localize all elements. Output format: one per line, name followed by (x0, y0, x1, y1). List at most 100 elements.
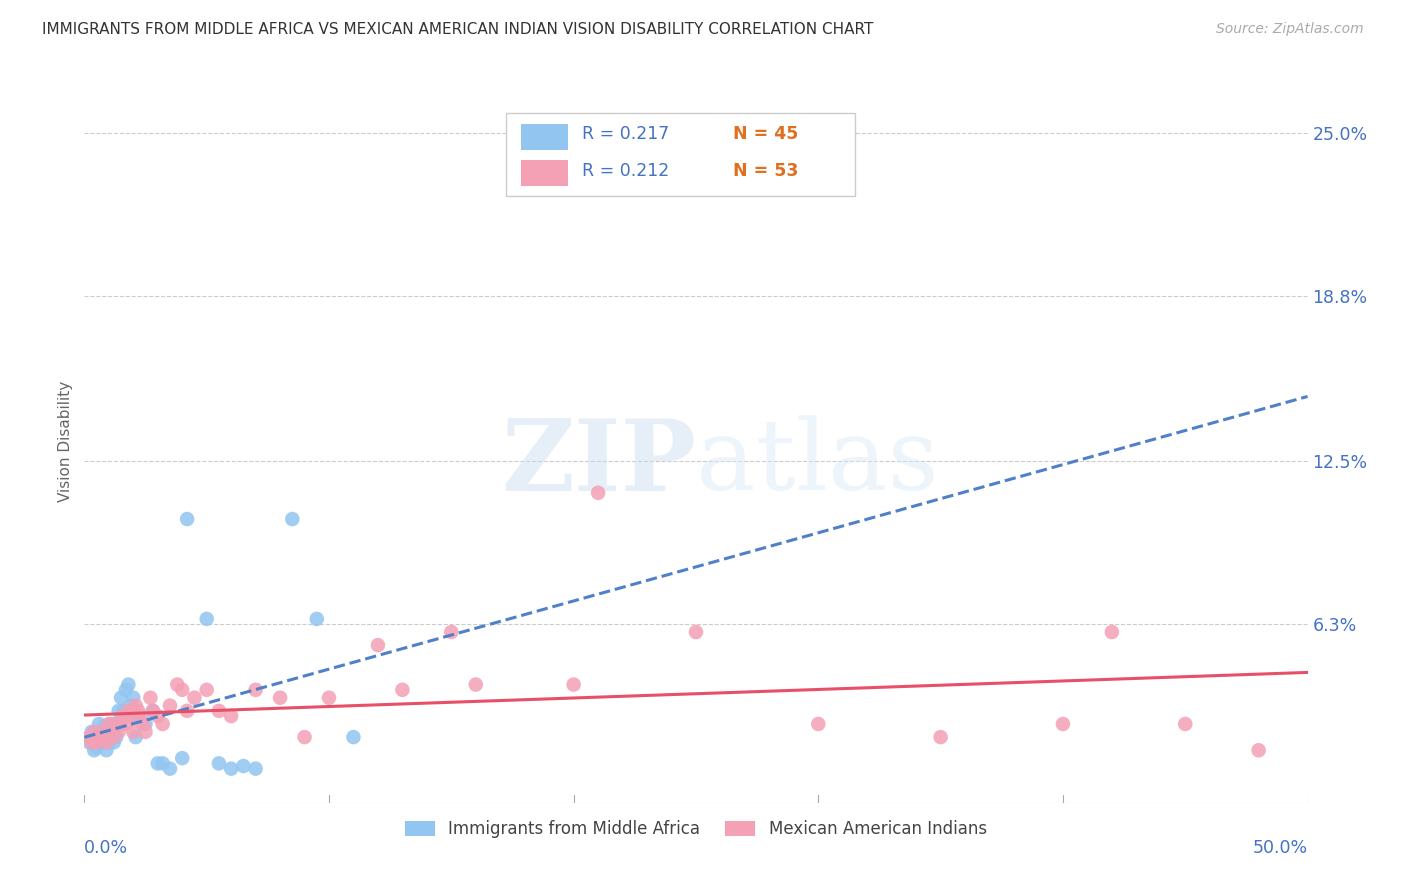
Point (105, 717, 128, 731)
Point (129, 709, 152, 723)
Point (464, 677, 486, 691)
Point (96, 730, 118, 744)
Point (97, 735, 120, 749)
Point (110, 690, 132, 705)
Point (90, 724, 112, 739)
Point (103, 730, 125, 744)
Point (586, 485, 609, 500)
Point (115, 717, 138, 731)
Point (115, 682, 138, 697)
Point (318, 690, 340, 705)
Point (135, 717, 157, 731)
Point (219, 762, 242, 776)
Point (342, 730, 364, 744)
Point (176, 704, 198, 718)
Point (152, 717, 174, 731)
Point (685, 625, 707, 640)
Point (107, 704, 129, 718)
Point (87, 730, 110, 744)
Point (135, 724, 157, 739)
Point (1101, 625, 1123, 640)
Text: 50.0%: 50.0% (1253, 838, 1308, 857)
Y-axis label: Vision Disability: Vision Disability (58, 381, 73, 502)
Point (87, 717, 110, 731)
Text: atlas: atlas (696, 416, 939, 511)
Point (159, 698, 181, 713)
Point (219, 709, 242, 723)
Point (120, 709, 142, 723)
FancyBboxPatch shape (506, 112, 855, 196)
Text: N = 53: N = 53 (733, 161, 799, 179)
Point (97, 717, 120, 731)
Text: R = 0.217: R = 0.217 (582, 126, 669, 144)
Point (132, 717, 155, 731)
Point (110, 717, 132, 731)
Point (93, 730, 115, 744)
Point (127, 709, 149, 723)
Point (105, 717, 128, 731)
Point (77, 735, 100, 749)
Point (269, 690, 291, 705)
Point (120, 698, 142, 713)
Point (232, 759, 254, 773)
Point (122, 724, 145, 739)
Text: N = 45: N = 45 (733, 126, 799, 144)
Point (96, 743, 118, 757)
Point (125, 698, 148, 713)
Point (103, 724, 125, 739)
Point (80, 724, 103, 739)
Point (90, 730, 112, 744)
Point (305, 612, 328, 626)
Point (367, 638, 389, 652)
Point (1052, 717, 1074, 731)
Point (146, 756, 169, 771)
Point (139, 690, 162, 705)
Point (100, 730, 122, 744)
Point (103, 735, 125, 749)
Point (195, 612, 218, 626)
Point (152, 756, 174, 771)
Point (117, 677, 139, 691)
Point (1174, 717, 1197, 731)
Point (929, 730, 952, 744)
Point (146, 709, 169, 723)
Point (183, 690, 205, 705)
Text: ZIP: ZIP (501, 415, 696, 512)
Point (142, 704, 165, 718)
Point (80, 735, 103, 749)
Point (86, 740, 108, 755)
Point (125, 730, 148, 744)
Text: 0.0%: 0.0% (84, 838, 128, 857)
FancyBboxPatch shape (522, 161, 568, 186)
Point (93, 720, 115, 734)
Point (195, 682, 218, 697)
Point (172, 751, 194, 765)
Point (440, 625, 463, 640)
Point (105, 730, 128, 744)
Point (172, 682, 194, 697)
Point (96, 735, 118, 749)
Point (208, 704, 231, 718)
Point (87, 735, 110, 749)
Text: IMMIGRANTS FROM MIDDLE AFRICA VS MEXICAN AMERICAN INDIAN VISION DISABILITY CORRE: IMMIGRANTS FROM MIDDLE AFRICA VS MEXICAN… (42, 22, 873, 37)
Point (208, 756, 231, 771)
Point (93, 735, 115, 749)
Point (245, 682, 267, 697)
Point (166, 677, 188, 691)
Point (281, 512, 304, 526)
Legend: Immigrants from Middle Africa, Mexican American Indians: Immigrants from Middle Africa, Mexican A… (398, 814, 994, 845)
Point (1247, 743, 1270, 757)
Point (159, 762, 181, 776)
Text: Source: ZipAtlas.com: Source: ZipAtlas.com (1216, 22, 1364, 37)
Point (83, 724, 105, 739)
Point (117, 704, 139, 718)
Point (122, 690, 145, 705)
Point (127, 704, 149, 718)
FancyBboxPatch shape (522, 124, 568, 151)
Point (245, 762, 267, 776)
Point (100, 724, 122, 739)
Point (807, 717, 830, 731)
Point (86, 730, 108, 744)
Point (107, 724, 129, 739)
Point (90, 724, 112, 739)
